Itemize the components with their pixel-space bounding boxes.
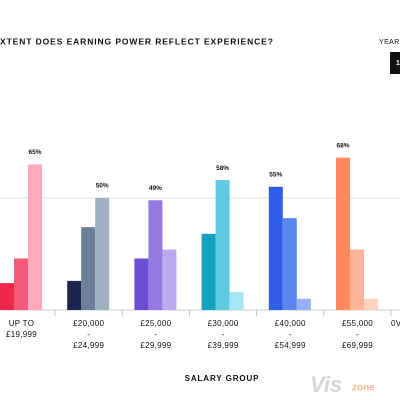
x-tick-label: -: [87, 330, 90, 339]
x-tick-label: 0V: [391, 319, 400, 328]
bar: [350, 249, 364, 310]
bar: [364, 298, 378, 310]
x-tick-label: £24,999: [73, 341, 104, 350]
x-tick-label: -: [154, 330, 157, 339]
year-value[interactable]: 1: [396, 60, 400, 67]
x-tick-label: -: [289, 330, 292, 339]
value-label: 58%: [216, 165, 229, 172]
bar: [336, 157, 350, 310]
watermark: Vis: [310, 372, 342, 397]
bar: [67, 280, 82, 310]
x-tick-label: £69,999: [342, 341, 373, 350]
bar: [14, 258, 28, 310]
x-tick-label: £20,000: [73, 319, 104, 328]
x-tick-label: £25,000: [140, 319, 171, 328]
bar: [215, 180, 230, 310]
x-tick-label: £19,999: [6, 330, 37, 339]
x-tick-label: £39,999: [208, 341, 239, 350]
year-selector[interactable]: [390, 52, 400, 74]
bar: [282, 218, 297, 310]
x-tick-label: -: [222, 330, 225, 339]
value-label: 49%: [149, 185, 162, 192]
bar: [162, 249, 177, 310]
x-tick-label: £30,000: [208, 319, 239, 328]
x-axis-title: SALARY GROUP: [185, 374, 260, 383]
chart-title: XTENT DOES EARNING POWER REFLECT EXPERIE…: [0, 36, 274, 46]
x-tick-label: £40,000: [275, 319, 306, 328]
x-tick-label: UP TO: [9, 319, 35, 328]
value-label: 68%: [336, 142, 349, 149]
x-tick-label: £55,000: [342, 319, 373, 328]
bar: [296, 298, 311, 310]
year-label: YEAR: [379, 39, 400, 46]
bar: [229, 292, 244, 310]
bar: [201, 233, 216, 310]
bar: [28, 164, 42, 310]
value-label: 65%: [28, 149, 41, 156]
watermark: zone: [352, 383, 375, 394]
bar: [95, 198, 110, 310]
bar: [0, 283, 14, 310]
value-label: 55%: [269, 172, 282, 179]
bar: [268, 186, 283, 310]
bar: [134, 258, 149, 310]
bar: [81, 227, 96, 310]
x-tick-label: £29,999: [140, 341, 171, 350]
x-tick-label: £54,999: [275, 341, 306, 350]
bar: [148, 200, 163, 310]
value-label: 50%: [96, 183, 109, 190]
x-tick-label: -: [356, 330, 359, 339]
